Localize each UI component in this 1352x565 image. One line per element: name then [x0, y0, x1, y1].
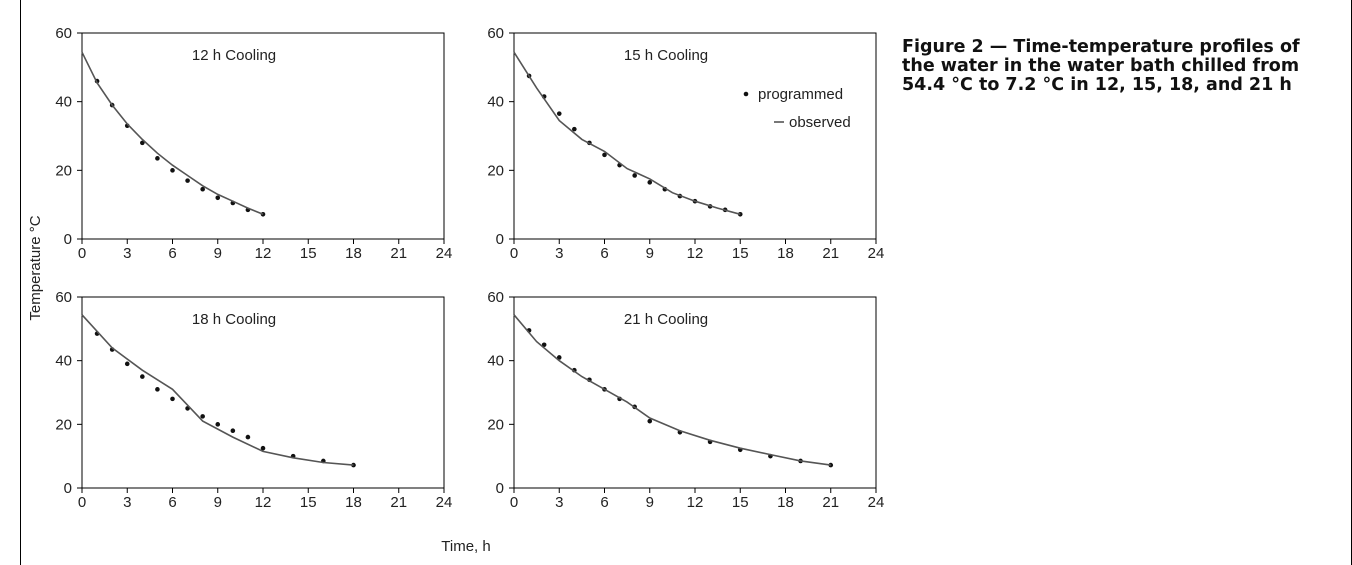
x-tick-label: 15: [300, 494, 317, 511]
programmed-point: [200, 186, 205, 192]
x-tick-label: 24: [436, 245, 453, 262]
legend-observed-label: observed: [789, 114, 851, 131]
x-tick-label: 15: [300, 245, 317, 262]
x-tick-label: 6: [168, 245, 176, 262]
x-tick-label: 18: [345, 245, 362, 262]
x-tick-label: 24: [868, 245, 885, 262]
programmed-point: [140, 374, 145, 379]
programmed-point: [230, 428, 236, 434]
x-tick-label: 3: [555, 245, 563, 262]
programmed-point: [140, 140, 145, 146]
x-tick-label: 3: [555, 494, 563, 511]
x-tick-label: 24: [868, 494, 885, 511]
y-tick-label: 60: [55, 25, 72, 42]
y-tick-label: 40: [55, 94, 72, 111]
x-tick-label: 0: [510, 494, 518, 511]
y-axis-title: Temperature °C: [27, 215, 44, 320]
programmed-point: [170, 396, 175, 402]
legend-programmed-marker: [743, 91, 749, 97]
x-tick-label: 15: [732, 494, 749, 511]
x-tick-label: 9: [646, 494, 654, 511]
x-tick-label: 18: [777, 494, 794, 511]
x-tick-label: 3: [123, 245, 131, 262]
programmed-point: [647, 418, 653, 424]
x-tick-label: 12: [687, 494, 704, 511]
y-tick-label: 20: [55, 416, 72, 433]
programmed-point: [245, 434, 251, 440]
panel-title: 12 h Cooling: [192, 47, 276, 64]
x-tick-label: 0: [78, 245, 86, 262]
x-tick-label: 3: [123, 494, 131, 511]
x-tick-label: 0: [78, 494, 86, 511]
programmed-point: [556, 355, 562, 360]
y-tick-label: 60: [55, 289, 72, 306]
legend-programmed-label: programmed: [758, 86, 843, 103]
y-tick-label: 20: [487, 162, 504, 179]
x-tick-label: 6: [168, 494, 176, 511]
x-tick-label: 12: [255, 245, 272, 262]
y-tick-label: 0: [64, 231, 72, 248]
programmed-point: [572, 126, 577, 132]
chart-panel-3: 0 3 6 9 12 15 18 21 24 0 20 40 60 18 h Cooling: [55, 289, 452, 511]
programmed-point: [124, 361, 130, 367]
programmed-point: [647, 180, 653, 185]
y-tick-label: 60: [487, 25, 504, 42]
x-tick-label: 0: [510, 245, 518, 262]
panel-title: 15 h Cooling: [624, 47, 708, 64]
chart-panel-2: 0 3 6 9 12 15 18 21 24 0 20 40 60 15 h Cooling program…: [487, 25, 884, 262]
observed-series-line: [513, 314, 831, 466]
y-tick-label: 60: [487, 289, 504, 306]
x-tick-label: 24: [436, 494, 453, 511]
y-tick-label: 0: [496, 480, 504, 497]
x-tick-label: 21: [390, 245, 407, 262]
x-axis-title: Time, h: [441, 538, 490, 555]
y-tick-label: 40: [55, 353, 72, 370]
y-tick-label: 40: [487, 353, 504, 370]
programmed-point: [556, 111, 562, 116]
x-tick-label: 18: [345, 494, 362, 511]
x-tick-label: 18: [777, 245, 794, 262]
y-tick-label: 0: [64, 480, 72, 497]
programmed-point: [602, 152, 607, 158]
x-tick-label: 21: [390, 494, 407, 511]
x-tick-label: 9: [214, 494, 222, 511]
programmed-point: [200, 414, 205, 419]
y-tick-label: 20: [55, 162, 72, 179]
x-tick-label: 6: [600, 494, 608, 511]
x-tick-label: 21: [822, 494, 839, 511]
programmed-point: [541, 342, 547, 348]
programmed-point: [185, 178, 190, 183]
x-tick-label: 9: [214, 245, 222, 262]
observed-series-line: [513, 51, 741, 216]
y-tick-label: 40: [487, 94, 504, 111]
observed-series-line: [81, 314, 354, 466]
programmed-point: [260, 445, 266, 451]
x-tick-label: 12: [687, 245, 704, 262]
x-tick-label: 12: [255, 494, 272, 511]
x-tick-label: 9: [646, 245, 654, 262]
programmed-point: [632, 173, 637, 178]
figure-caption: Figure 2 — Time-temperature profiles of …: [902, 37, 1300, 95]
chart-panel-4: 0 3 6 9 12 15 18 21 24 0 20 40 60 21 h Cooling: [487, 289, 884, 511]
x-tick-label: 21: [822, 245, 839, 262]
programmed-point: [155, 387, 160, 392]
programmed-point: [155, 156, 160, 161]
panel-title: 21 h Cooling: [624, 311, 708, 328]
y-tick-label: 0: [496, 231, 504, 248]
programmed-point: [170, 168, 175, 173]
programmed-point: [215, 422, 221, 427]
panel-title: 18 h Cooling: [192, 311, 276, 328]
programmed-point: [215, 195, 221, 201]
observed-series-line: [81, 51, 264, 216]
chart-panel-1: 0 3 6 9 12 15 18 21 24 0 20 40 60 12 h Cooling: [55, 25, 452, 262]
y-tick-label: 20: [487, 416, 504, 433]
x-tick-label: 6: [600, 245, 608, 262]
x-tick-label: 15: [732, 245, 749, 262]
